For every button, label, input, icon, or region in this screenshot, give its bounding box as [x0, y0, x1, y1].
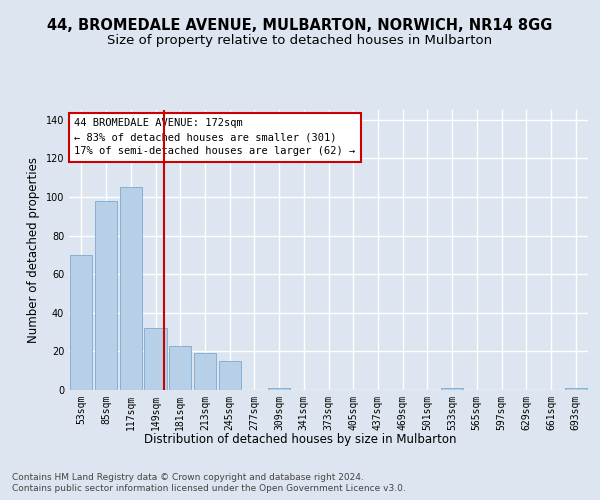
Bar [218, 361, 241, 390]
Bar [169, 346, 191, 390]
Bar [268, 388, 290, 390]
Y-axis label: Number of detached properties: Number of detached properties [27, 157, 40, 343]
Text: Contains HM Land Registry data © Crown copyright and database right 2024.: Contains HM Land Registry data © Crown c… [12, 472, 364, 482]
Bar [119, 187, 142, 390]
Text: 44 BROMEDALE AVENUE: 172sqm
← 83% of detached houses are smaller (301)
17% of se: 44 BROMEDALE AVENUE: 172sqm ← 83% of det… [74, 118, 355, 156]
Bar [145, 328, 167, 390]
Text: 44, BROMEDALE AVENUE, MULBARTON, NORWICH, NR14 8GG: 44, BROMEDALE AVENUE, MULBARTON, NORWICH… [47, 18, 553, 32]
Bar [441, 388, 463, 390]
Bar [95, 201, 117, 390]
Bar [565, 388, 587, 390]
Bar [70, 255, 92, 390]
Text: Contains public sector information licensed under the Open Government Licence v3: Contains public sector information licen… [12, 484, 406, 493]
Bar [194, 354, 216, 390]
Text: Size of property relative to detached houses in Mulbarton: Size of property relative to detached ho… [107, 34, 493, 47]
Text: Distribution of detached houses by size in Mulbarton: Distribution of detached houses by size … [144, 432, 456, 446]
